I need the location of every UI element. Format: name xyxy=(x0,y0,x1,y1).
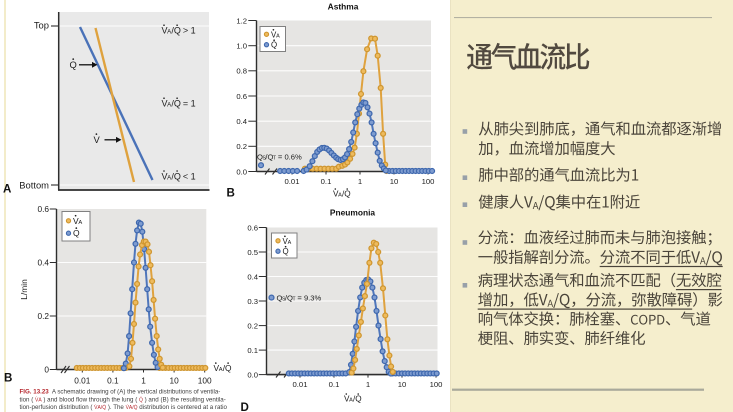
svg-text:Q: Q xyxy=(271,41,277,50)
svg-text:0.1: 0.1 xyxy=(107,376,119,386)
svg-text:A: A xyxy=(167,174,172,181)
svg-text:A: A xyxy=(3,183,12,196)
svg-text:V: V xyxy=(214,363,220,373)
svg-text:A: A xyxy=(167,102,172,109)
svg-text:0.2: 0.2 xyxy=(247,321,258,330)
svg-text:1.0: 1.0 xyxy=(236,42,247,51)
svg-text:0.2: 0.2 xyxy=(37,311,49,321)
svg-text:V: V xyxy=(162,99,168,109)
svg-text:S: S xyxy=(263,156,267,162)
svg-text:V: V xyxy=(162,171,168,181)
svg-text:/Q: /Q xyxy=(342,190,351,199)
svg-text:V: V xyxy=(94,134,101,145)
svg-text:0.6: 0.6 xyxy=(236,92,247,101)
svg-text:> 1: > 1 xyxy=(180,26,195,36)
svg-text:Q: Q xyxy=(70,59,77,70)
svg-text:1: 1 xyxy=(366,380,370,389)
svg-text:Top: Top xyxy=(34,20,49,31)
svg-text:/Q: /Q xyxy=(171,171,181,181)
svg-text:0.4: 0.4 xyxy=(247,272,258,281)
svg-text:FIG. 13.23 A schematic drawin: FIG. 13.23 A schematic drawing of (A) th… xyxy=(20,389,221,396)
svg-text:< 1: < 1 xyxy=(180,171,195,181)
svg-text:Asthma: Asthma xyxy=(328,2,359,12)
svg-text:tion ( V̇A ) and blood flow th: tion ( V̇A ) and blood flow through the … xyxy=(20,396,226,403)
svg-text:0.1: 0.1 xyxy=(321,177,332,186)
svg-text:tion-perfusion distribution (: tion-perfusion distribution ( V̇A/Q̇ ). … xyxy=(20,404,228,411)
svg-text:/Q: /Q xyxy=(353,395,362,404)
svg-text:T: T xyxy=(273,156,276,162)
svg-text:A: A xyxy=(167,29,172,36)
svg-text:V: V xyxy=(333,190,339,199)
svg-text:0.1: 0.1 xyxy=(247,346,258,355)
svg-text:0.4: 0.4 xyxy=(236,117,247,126)
svg-text:A: A xyxy=(338,193,342,199)
svg-text:A: A xyxy=(78,220,82,226)
svg-text:/Q: /Q xyxy=(223,363,232,373)
svg-text:0.6: 0.6 xyxy=(37,204,49,214)
svg-text:Pneumonia: Pneumonia xyxy=(330,208,375,218)
svg-text:/Q: /Q xyxy=(171,26,181,36)
svg-text:= 9.3%: = 9.3% xyxy=(295,293,321,302)
svg-text:B: B xyxy=(4,372,12,385)
svg-text:10: 10 xyxy=(398,380,407,389)
svg-text:D: D xyxy=(241,401,249,412)
svg-text:0.2: 0.2 xyxy=(236,142,247,151)
svg-text:0.01: 0.01 xyxy=(293,380,308,389)
svg-text:0.8: 0.8 xyxy=(236,67,247,76)
svg-text:B: B xyxy=(227,187,235,200)
svg-text:0.01: 0.01 xyxy=(74,376,91,386)
svg-text:V: V xyxy=(271,30,277,39)
svg-text:S: S xyxy=(282,296,286,302)
svg-text:L/min: L/min xyxy=(19,279,29,300)
svg-text:0.01: 0.01 xyxy=(285,177,300,186)
svg-text:1: 1 xyxy=(358,177,362,186)
svg-text:Bottom: Bottom xyxy=(19,180,49,191)
svg-text:100: 100 xyxy=(422,177,435,186)
svg-text:Q: Q xyxy=(73,228,80,238)
svg-text:1: 1 xyxy=(141,376,146,386)
svg-text:Q: Q xyxy=(277,293,283,302)
svg-text:T: T xyxy=(293,296,296,302)
svg-text:Q: Q xyxy=(283,247,289,256)
svg-text:10: 10 xyxy=(390,177,399,186)
svg-text:100: 100 xyxy=(198,376,212,386)
svg-text:0.0: 0.0 xyxy=(236,167,247,176)
svg-text:A: A xyxy=(276,33,280,39)
svg-text:A: A xyxy=(288,240,292,246)
svg-text:= 1: = 1 xyxy=(180,99,195,109)
svg-text:Q: Q xyxy=(257,153,263,162)
svg-text:0: 0 xyxy=(44,365,49,375)
svg-text:= 0.6%: = 0.6% xyxy=(276,153,302,162)
svg-text:10: 10 xyxy=(169,376,179,386)
svg-text:0.6: 0.6 xyxy=(247,223,258,232)
svg-text:V: V xyxy=(283,237,289,246)
svg-text:/Q: /Q xyxy=(171,99,181,109)
svg-text:100: 100 xyxy=(430,380,443,389)
svg-text:0.1: 0.1 xyxy=(329,380,340,389)
svg-text:0.0: 0.0 xyxy=(247,370,258,379)
svg-text:V: V xyxy=(73,216,79,226)
svg-text:A: A xyxy=(349,398,353,404)
svg-text:0.5: 0.5 xyxy=(247,248,258,257)
svg-text:A: A xyxy=(219,367,223,373)
svg-text:/Q: /Q xyxy=(265,153,273,162)
svg-text:V: V xyxy=(162,26,168,36)
svg-text:0.3: 0.3 xyxy=(247,297,258,306)
svg-text:/Q: /Q xyxy=(285,293,293,302)
svg-text:0.4: 0.4 xyxy=(37,258,49,268)
svg-text:V: V xyxy=(344,395,350,404)
svg-text:1.2: 1.2 xyxy=(236,16,247,25)
